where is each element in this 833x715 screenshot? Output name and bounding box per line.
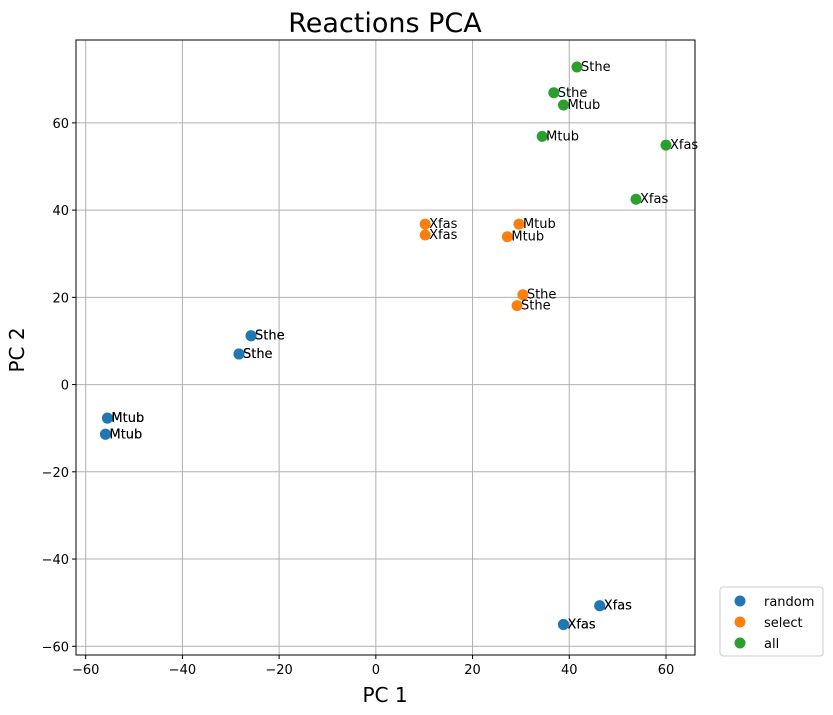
legend-box — [719, 586, 824, 657]
point-label: Mtub — [109, 427, 142, 442]
point-label: Mtub — [511, 230, 544, 245]
data-point-all — [548, 87, 560, 99]
point-label: Sthe — [527, 288, 557, 303]
x-tick-label: 20 — [464, 663, 481, 678]
data-point-all — [571, 61, 583, 73]
data-point-random — [233, 348, 245, 360]
data-point-all — [536, 130, 548, 142]
x-tick-label: 40 — [561, 663, 578, 678]
legend-marker-all — [734, 637, 746, 649]
data-point-random — [557, 618, 569, 630]
legend-marker-select — [734, 616, 746, 628]
point-label: Mtub — [111, 411, 144, 426]
y-tick-label: 0 — [61, 379, 69, 394]
data-point-select — [511, 300, 523, 312]
data-point-random — [245, 330, 257, 342]
point-label: Xfas — [567, 617, 595, 632]
y-tick-label: 60 — [52, 117, 69, 132]
point-label: Xfas — [670, 138, 698, 153]
chart-title: Reactions PCA — [288, 8, 482, 39]
data-point-random — [594, 600, 606, 612]
x-tick-label: −60 — [72, 663, 99, 678]
data-point-all — [660, 139, 672, 151]
y-tick-label: −60 — [42, 640, 69, 655]
point-label: Xfas — [567, 617, 595, 632]
point-label: Sthe — [243, 347, 273, 362]
y-tick-label: 40 — [52, 204, 69, 219]
point-label: Sthe — [243, 347, 273, 362]
data-points — [99, 61, 672, 630]
data-point-random — [99, 428, 111, 440]
point-label: Sthe — [581, 60, 611, 75]
point-label: Mtub — [523, 217, 556, 232]
point-label: Mtub — [546, 129, 579, 144]
legend-label-select: select — [764, 616, 803, 631]
data-point-select — [419, 229, 431, 241]
point-label: Xfas — [604, 599, 632, 614]
point-label: Mtub — [567, 98, 600, 113]
point-label: Xfas — [429, 228, 457, 243]
point-label: Sthe — [521, 299, 551, 314]
data-point-all — [630, 193, 642, 205]
legend: random select all — [719, 586, 824, 657]
data-point-select — [513, 218, 525, 230]
x-axis-title: PC 1 — [362, 683, 407, 707]
y-tick-label: −40 — [42, 553, 69, 568]
x-tick-label: −40 — [169, 663, 196, 678]
y-tick-label: −20 — [42, 466, 69, 481]
point-label: Sthe — [255, 329, 285, 344]
data-point-select — [419, 218, 431, 230]
x-tick-label: 60 — [658, 663, 675, 678]
y-tick-label: 20 — [52, 291, 69, 306]
point-label: Mtub — [109, 427, 142, 442]
point-label: Sthe — [255, 329, 285, 344]
point-label: Xfas — [640, 192, 668, 207]
y-axis-title: PC 2 — [5, 327, 29, 372]
data-point-select — [501, 231, 513, 243]
data-point-all — [557, 99, 569, 111]
point-label: Xfas — [429, 217, 457, 232]
x-tick-label: 0 — [372, 663, 380, 678]
legend-marker-random — [734, 595, 746, 607]
legend-label-random: random — [764, 595, 814, 610]
point-label: Xfas — [604, 599, 632, 614]
legend-label-all: all — [764, 637, 779, 652]
point-labels: StheStheStheStheMtubMtubMtubMtubXfasXfas… — [109, 60, 698, 632]
grid-lines — [76, 40, 695, 655]
axis-ticks: −60 −40 −20 0 20 40 60 −60 −40 −20 0 20 40 60 — [42, 117, 675, 678]
x-tick-label: −20 — [265, 663, 292, 678]
point-label: Mtub — [111, 411, 144, 426]
data-point-random — [101, 412, 113, 424]
data-point-select — [517, 289, 529, 301]
plot-frame — [75, 39, 696, 656]
point-label: Sthe — [558, 86, 588, 101]
